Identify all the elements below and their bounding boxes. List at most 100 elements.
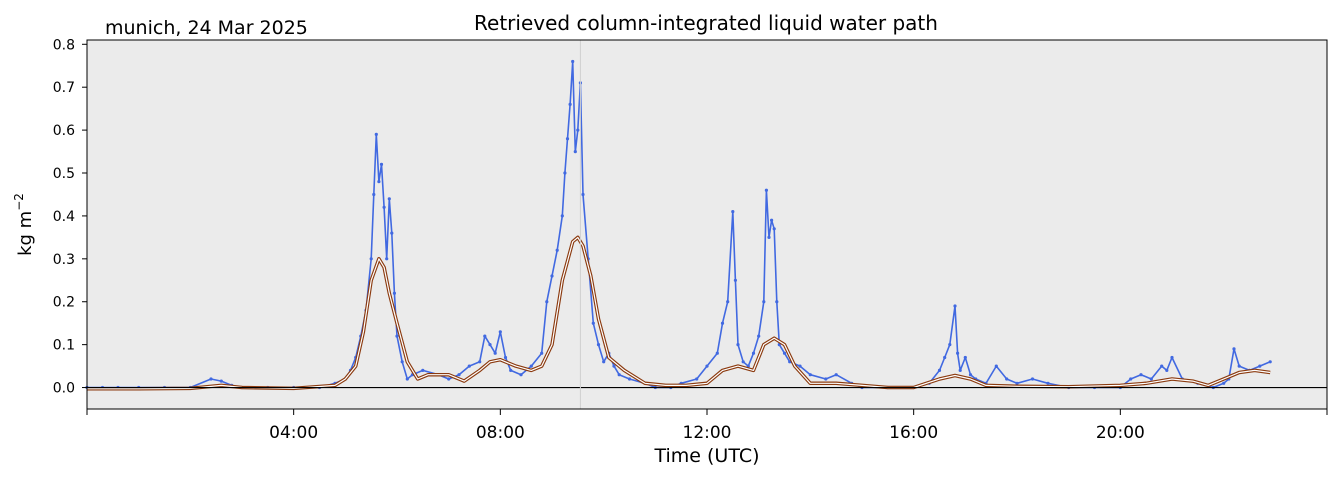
- raw-point: [1030, 377, 1035, 381]
- raw-point: [377, 180, 381, 184]
- y-tick-label: 0.7: [53, 80, 75, 96]
- x-tick-label: 16:00: [889, 423, 938, 443]
- raw-point: [757, 334, 761, 338]
- raw-point: [369, 257, 373, 261]
- raw-point: [834, 373, 838, 377]
- x-tick-label: 20:00: [1096, 423, 1145, 443]
- raw-point: [772, 227, 776, 231]
- raw-point: [602, 360, 606, 364]
- raw-point: [529, 364, 533, 368]
- raw-point: [498, 330, 502, 334]
- raw-point: [219, 379, 223, 383]
- raw-point: [1005, 377, 1009, 381]
- raw-point: [751, 351, 756, 355]
- x-tick-label: 12:00: [683, 423, 732, 443]
- raw-point: [421, 368, 425, 372]
- y-tick-label: 0.3: [53, 252, 75, 268]
- y-axis-label-unit: kg m: [15, 211, 36, 256]
- raw-point: [555, 248, 559, 252]
- raw-point: [550, 274, 554, 278]
- raw-point: [576, 128, 580, 132]
- raw-point: [720, 321, 725, 325]
- raw-point: [488, 343, 492, 347]
- raw-point: [385, 257, 389, 261]
- y-axis: 0.0 0.1 0.2 0.3 0.4 0.5 0.6 0.7 0.8: [53, 37, 87, 397]
- x-axis-label: Time (UTC): [653, 445, 759, 467]
- raw-point: [405, 377, 409, 381]
- raw-point: [731, 210, 735, 214]
- raw-point: [483, 334, 487, 338]
- raw-point: [493, 351, 497, 355]
- y-axis-label-exponent: −2: [12, 193, 26, 211]
- y-axis-label: kg m−2: [12, 193, 36, 256]
- raw-point: [478, 360, 482, 364]
- raw-point: [733, 278, 738, 282]
- raw-point: [573, 150, 577, 154]
- raw-point: [1232, 347, 1236, 351]
- y-tick-label: 0.6: [53, 123, 75, 139]
- raw-point: [382, 205, 386, 209]
- raw-point: [1015, 381, 1019, 385]
- raw-point: [963, 355, 967, 360]
- chart-subtitle: munich, 24 Mar 2025: [105, 17, 308, 39]
- raw-point: [563, 171, 567, 175]
- raw-point: [775, 300, 779, 304]
- raw-point: [746, 364, 750, 368]
- raw-point: [764, 188, 769, 192]
- x-tick-label: 04:00: [269, 423, 318, 443]
- raw-point: [374, 132, 378, 136]
- raw-point: [560, 214, 564, 218]
- raw-point: [392, 291, 396, 295]
- raw-point: [705, 364, 709, 368]
- raw-point: [948, 343, 952, 347]
- raw-point: [782, 351, 787, 355]
- y-tick-label: 0.5: [53, 166, 75, 182]
- raw-point: [596, 343, 601, 347]
- chart-title: Retrieved column-integrated liquid water…: [474, 11, 938, 35]
- plot-background: [87, 40, 1327, 409]
- raw-point: [958, 368, 962, 372]
- y-tick-label: 0.8: [53, 37, 75, 53]
- y-tick-label: 0.1: [53, 338, 75, 354]
- raw-point: [617, 373, 621, 377]
- raw-point: [1149, 377, 1153, 381]
- raw-point: [457, 373, 461, 377]
- smoothed-series: [87, 235, 1271, 391]
- raw-point: [591, 321, 595, 325]
- raw-point: [540, 351, 544, 355]
- raw-point: [953, 304, 957, 308]
- x-axis: 04:00 08:00 12:00 16:00 20:00: [86, 409, 1328, 443]
- raw-point: [387, 197, 391, 201]
- y-tick-label: 0.4: [53, 209, 75, 225]
- raw-point: [1222, 381, 1226, 385]
- raw-point: [767, 235, 771, 239]
- raw-point: [937, 368, 942, 372]
- raw-point: [571, 59, 575, 64]
- raw-point: [1170, 355, 1174, 360]
- raw-point: [1258, 364, 1262, 368]
- raw-point: [519, 373, 523, 377]
- raw-point: [395, 334, 399, 338]
- raw-point: [808, 373, 812, 377]
- raw-point: [400, 360, 404, 364]
- raw-point: [1139, 373, 1143, 377]
- raw-series-line: [87, 60, 1271, 389]
- raw-point: [695, 377, 699, 381]
- raw-point: [741, 360, 745, 364]
- raw-point: [509, 368, 513, 372]
- raw-point: [565, 137, 570, 141]
- raw-point: [372, 192, 376, 197]
- raw-point: [715, 351, 719, 355]
- y-tick-label: 0.0: [53, 381, 75, 397]
- raw-point: [447, 377, 451, 381]
- raw-point: [568, 102, 572, 106]
- raw-point: [726, 300, 730, 304]
- raw-point: [956, 351, 960, 355]
- raw-point: [545, 300, 549, 304]
- raw-point: [994, 364, 998, 368]
- raw-point: [379, 162, 384, 166]
- raw-point: [943, 355, 947, 360]
- y-tick-label: 0.2: [53, 295, 75, 311]
- raw-point: [762, 300, 766, 304]
